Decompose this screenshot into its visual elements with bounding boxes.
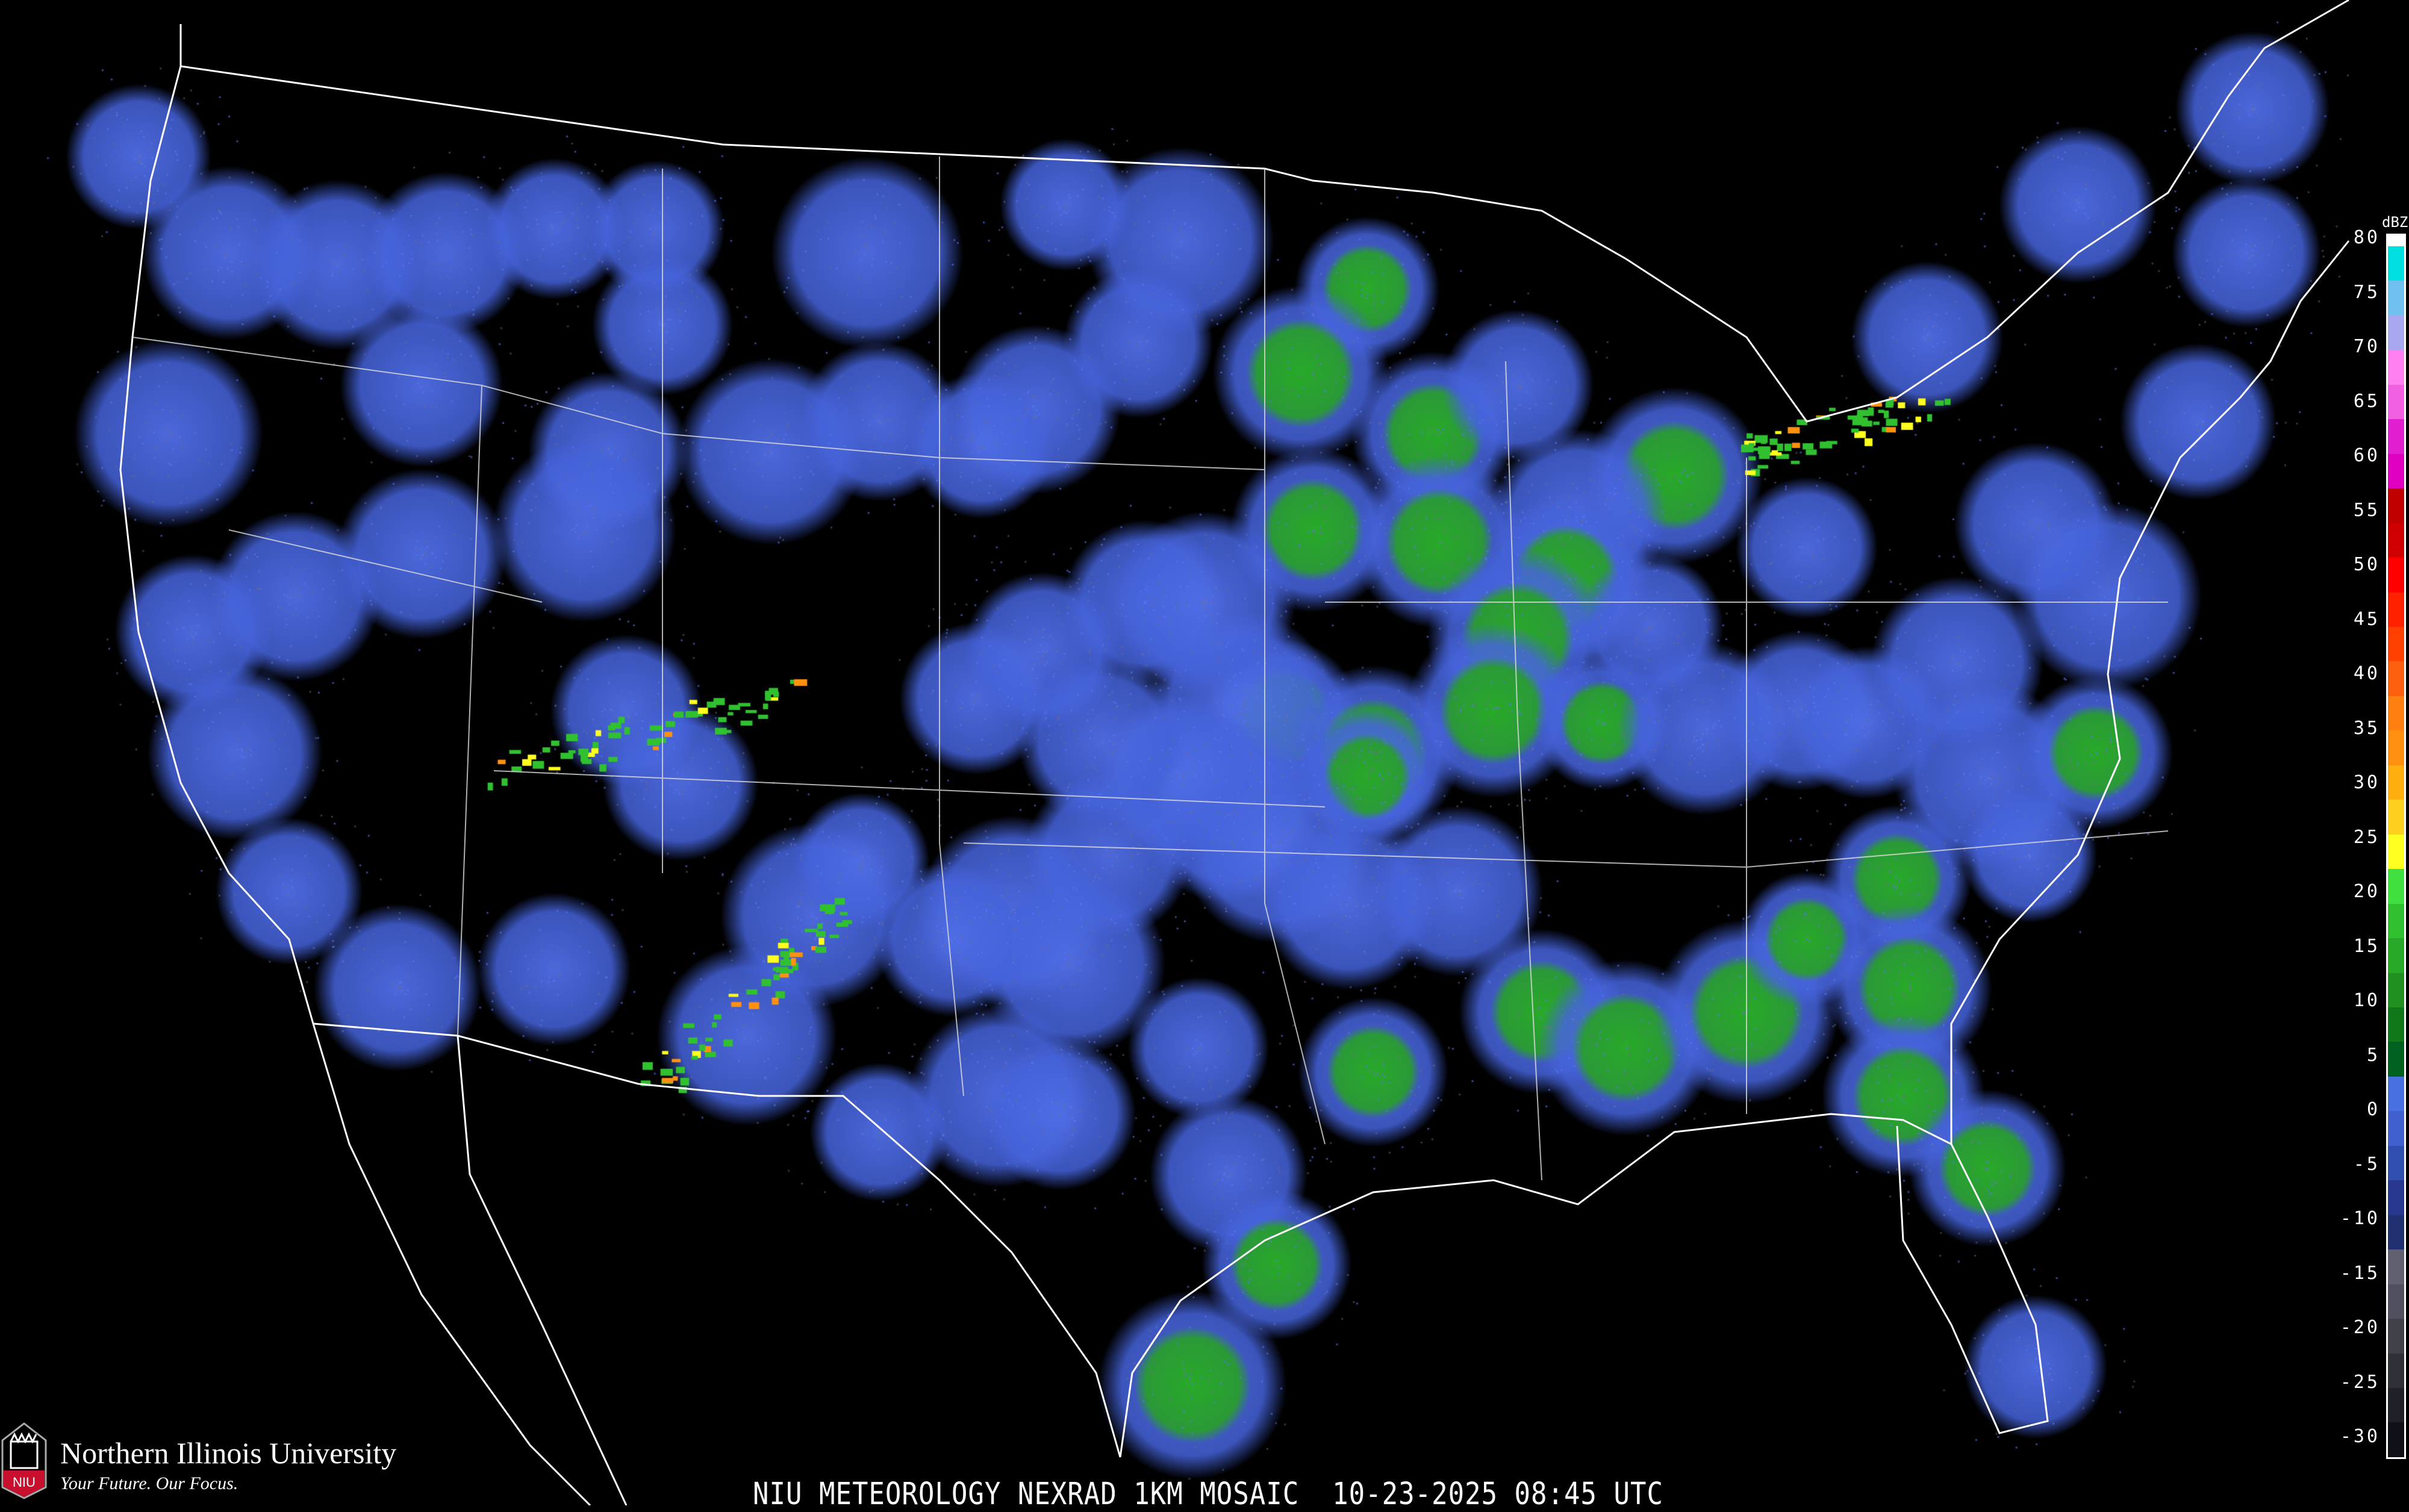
legend-tick-label: 50 — [2353, 554, 2380, 575]
legend-tick-label: 35 — [2353, 717, 2380, 739]
logo-tagline: Your Future. Our Focus. — [60, 1473, 238, 1493]
legend-color-swatch — [2388, 1249, 2404, 1284]
legend-color-swatch — [2388, 1007, 2404, 1042]
legend-color-swatch — [2388, 1284, 2404, 1319]
legend-tick-label: 70 — [2353, 336, 2380, 357]
legend-tick-label: 15 — [2353, 935, 2380, 957]
legend-color-swatch — [2388, 281, 2404, 316]
legend-color-swatch — [2388, 626, 2404, 662]
legend-tick-label: 45 — [2353, 608, 2380, 630]
legend-tick-label: -25 — [2340, 1371, 2380, 1393]
legend-color-swatch — [2388, 558, 2404, 593]
west-coast — [119, 66, 314, 1024]
legend-tick-label: 25 — [2353, 826, 2380, 848]
legend-color-swatch — [2388, 488, 2404, 523]
legend-color-swatch — [2388, 1180, 2404, 1215]
legend-tick-label: -30 — [2340, 1426, 2380, 1447]
legend-tick-label: 30 — [2353, 772, 2380, 793]
legend-color-swatch — [2388, 1319, 2404, 1354]
state-borders — [132, 157, 2169, 1181]
coastline-and-borders — [119, 0, 2350, 1505]
legend-color-swatch — [2388, 834, 2404, 870]
east-coast — [1950, 240, 2350, 1144]
map-title: NIU METEOROLOGY NEXRAD 1KM MOSAIC 10-23-… — [753, 1476, 1663, 1512]
legend-tick-label: -15 — [2340, 1262, 2380, 1284]
legend-color-swatch — [2388, 350, 2404, 385]
legend-color-swatch — [2388, 315, 2404, 350]
us-canada-border — [179, 0, 2349, 423]
legend-color-swatch — [2388, 972, 2404, 1007]
legend-tick-label: -10 — [2340, 1208, 2380, 1229]
legend-color-swatch — [2388, 419, 2404, 454]
legend-tick-label: 5 — [2366, 1044, 2380, 1066]
legend-color-swatch — [2388, 1076, 2404, 1112]
logo-university-name: Northern Illinois University — [60, 1436, 397, 1470]
baja-california — [312, 1023, 628, 1505]
legend-color-swatch — [2388, 1422, 2404, 1457]
legend-tick-label: -5 — [2353, 1153, 2380, 1175]
niu-shield-icon: NIU — [1, 1422, 47, 1499]
legend-color-swatch — [2388, 661, 2404, 696]
legend-tick-label: 65 — [2353, 390, 2380, 412]
legend-tick-label: 55 — [2353, 499, 2380, 521]
legend-color-swatch — [2388, 1387, 2404, 1423]
legend-unit-label: dBZ — [2382, 214, 2408, 231]
gulf-coast — [1119, 1113, 2049, 1458]
reflectivity-color-scale — [2386, 234, 2406, 1459]
legend-color-swatch — [2388, 903, 2404, 939]
legend-color-swatch — [2388, 938, 2404, 973]
legend-color-swatch — [2388, 592, 2404, 627]
legend-tick-label: 60 — [2353, 445, 2380, 466]
legend-color-swatch — [2388, 869, 2404, 904]
legend-tick-label: 40 — [2353, 663, 2380, 684]
legend-tick-label: 20 — [2353, 881, 2380, 902]
legend-tick-label: 80 — [2353, 227, 2380, 248]
legend-color-swatch — [2388, 523, 2404, 558]
legend-color-swatch — [2388, 695, 2404, 731]
svg-text:NIU: NIU — [13, 1475, 36, 1490]
legend-color-swatch — [2388, 1145, 2404, 1181]
legend-color-swatch — [2388, 235, 2404, 246]
us-mexico-border — [313, 1022, 1121, 1458]
legend-color-swatch — [2388, 1215, 2404, 1250]
legend-tick-label: 10 — [2353, 990, 2380, 1011]
legend-color-swatch — [2388, 800, 2404, 835]
legend-color-swatch — [2388, 453, 2404, 489]
legend-color-swatch — [2388, 765, 2404, 800]
legend-color-swatch — [2388, 1353, 2404, 1388]
legend-color-swatch — [2388, 1111, 2404, 1146]
legend-color-swatch — [2388, 384, 2404, 420]
legend-tick-label: 75 — [2353, 281, 2380, 303]
legend-color-swatch — [2388, 1042, 2404, 1077]
niu-logo: NIU Northern Illinois University Your Fu… — [0, 1422, 434, 1501]
legend-tick-label: -20 — [2340, 1317, 2380, 1338]
legend-color-swatch — [2388, 730, 2404, 765]
legend-color-swatch — [2388, 246, 2404, 281]
legend-tick-label: 0 — [2366, 1099, 2380, 1120]
